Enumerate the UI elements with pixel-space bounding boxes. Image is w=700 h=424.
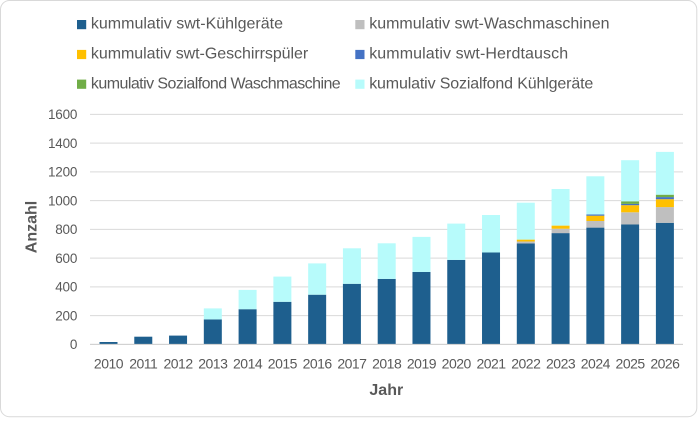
svg-text:Anzahl: Anzahl — [24, 201, 41, 253]
svg-text:2025: 2025 — [616, 356, 646, 372]
svg-text:2018: 2018 — [372, 356, 402, 372]
svg-text:2013: 2013 — [198, 356, 228, 372]
svg-text:1200: 1200 — [48, 165, 77, 180]
svg-text:2024: 2024 — [581, 356, 611, 372]
svg-text:2020: 2020 — [442, 356, 472, 372]
svg-text:2014: 2014 — [233, 356, 263, 372]
svg-text:600: 600 — [55, 251, 77, 266]
svg-text:400: 400 — [55, 280, 77, 295]
svg-text:kummulativ swt-Waschmaschinen: kummulativ swt-Waschmaschinen — [369, 16, 609, 33]
svg-text:Jahr: Jahr — [369, 382, 403, 399]
svg-text:1600: 1600 — [48, 107, 77, 122]
svg-text:1400: 1400 — [48, 136, 77, 151]
svg-text:kumulativ Sozialfond Waschmasc: kumulativ Sozialfond Waschmaschine — [91, 75, 341, 92]
svg-text:800: 800 — [55, 222, 77, 237]
svg-text:2021: 2021 — [476, 356, 506, 372]
svg-text:0: 0 — [70, 337, 77, 352]
svg-text:kummulativ swt-Kühlgeräte: kummulativ swt-Kühlgeräte — [91, 16, 283, 33]
svg-text:2022: 2022 — [511, 356, 541, 372]
svg-text:2023: 2023 — [546, 356, 576, 372]
svg-text:200: 200 — [55, 308, 77, 323]
svg-text:2010: 2010 — [94, 356, 124, 372]
svg-text:2019: 2019 — [407, 356, 437, 372]
svg-text:1000: 1000 — [48, 193, 77, 208]
svg-text:2016: 2016 — [303, 356, 333, 372]
svg-text:kumulativ Sozialfond Kühlgerät: kumulativ Sozialfond Kühlgeräte — [369, 75, 593, 92]
svg-text:2017: 2017 — [337, 356, 367, 372]
svg-text:2011: 2011 — [129, 356, 158, 372]
svg-text:2015: 2015 — [268, 356, 298, 372]
svg-text:2026: 2026 — [650, 356, 680, 372]
svg-text:2012: 2012 — [163, 356, 193, 372]
svg-text:kummulativ swt-Herdtausch: kummulativ swt-Herdtausch — [369, 46, 568, 63]
svg-text:kummulativ swt-Geschirrspüler: kummulativ swt-Geschirrspüler — [91, 46, 309, 63]
